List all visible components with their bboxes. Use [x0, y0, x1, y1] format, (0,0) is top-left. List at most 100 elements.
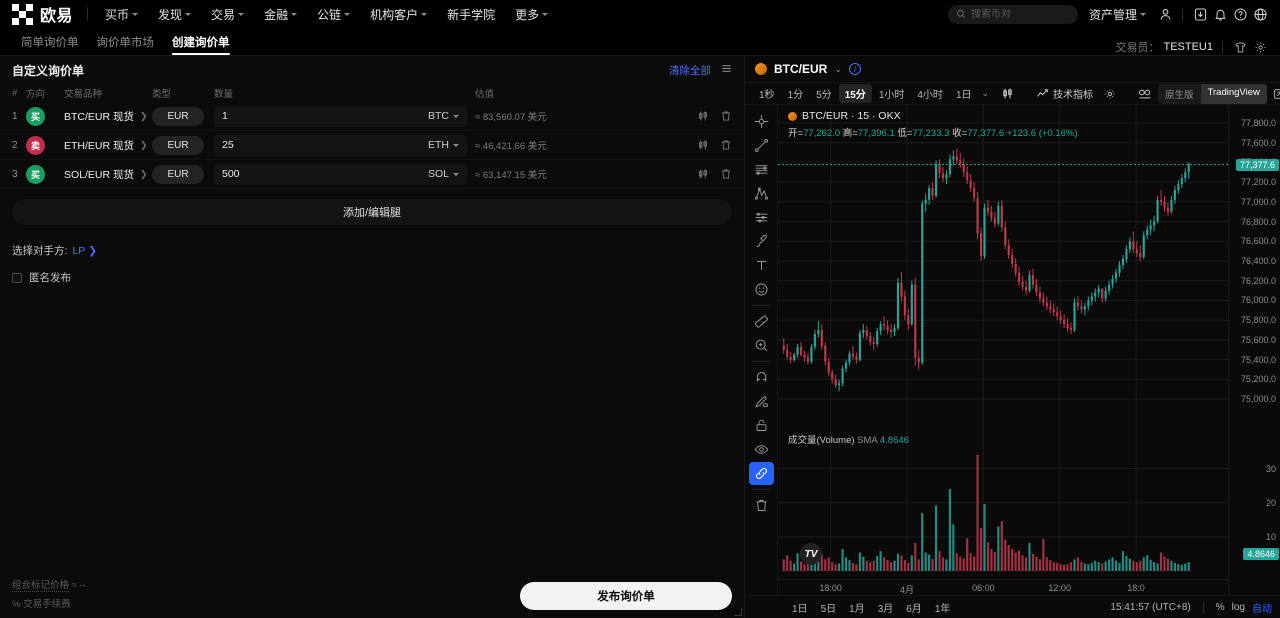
- timeframe-1m[interactable]: 1分: [787, 90, 804, 101]
- quantity-field[interactable]: BTC: [214, 105, 467, 127]
- compare-icon[interactable]: [1133, 86, 1157, 102]
- quantity-unit-selector[interactable]: ETH: [422, 139, 459, 151]
- publish-rfq-button[interactable]: 发布询价单: [520, 582, 732, 610]
- quantity-input[interactable]: [222, 168, 422, 180]
- tab-rfq-market[interactable]: 询价单市场: [88, 28, 164, 55]
- quantity-unit-selector[interactable]: SOL: [422, 168, 459, 180]
- quantity-input[interactable]: [222, 139, 422, 151]
- candlestick-icon[interactable]: [697, 168, 709, 180]
- trash-icon[interactable]: [749, 494, 774, 517]
- fullscreen-icon[interactable]: [1271, 86, 1280, 102]
- instrument-selector[interactable]: BTC/EUR 现货 ❯: [64, 109, 152, 124]
- gear-icon[interactable]: [1252, 39, 1268, 55]
- instrument-selector[interactable]: ETH/EUR 现货 ❯: [64, 138, 152, 153]
- eye-icon[interactable]: [749, 438, 774, 461]
- clear-all-button[interactable]: 清除全部: [669, 64, 711, 77]
- range-5d[interactable]: 5日: [820, 603, 837, 615]
- candlestick-icon[interactable]: [697, 110, 709, 122]
- nav-item-finance[interactable]: 金融: [255, 2, 306, 27]
- anonymous-checkbox[interactable]: [12, 272, 22, 283]
- timeframe-5m[interactable]: 5分: [816, 90, 832, 101]
- text-icon[interactable]: [749, 254, 774, 277]
- search-input[interactable]: [970, 8, 1070, 20]
- view-mode-native[interactable]: 原生版: [1165, 89, 1194, 101]
- counterparty-selector[interactable]: LP ❯: [72, 245, 97, 257]
- gear-icon[interactable]: [1099, 86, 1121, 102]
- tshirt-icon[interactable]: [1232, 39, 1248, 55]
- list-menu-icon[interactable]: [721, 63, 732, 77]
- nav-item-institutional[interactable]: 机构客户: [361, 2, 436, 27]
- tab-create-rfq[interactable]: 创建询价单: [163, 28, 239, 55]
- candlestick-icon[interactable]: [697, 139, 709, 151]
- nav-item-more[interactable]: 更多: [506, 2, 557, 27]
- asset-management-menu[interactable]: 资产管理: [1082, 2, 1153, 27]
- timeframe-1s[interactable]: 1秒: [759, 90, 775, 101]
- range-3mo[interactable]: 3月: [877, 603, 894, 615]
- time-axis[interactable]: 18:00 4月 06:00 12:00 18:0: [778, 579, 1228, 595]
- chevron-down-icon[interactable]: ⌄: [981, 88, 990, 98]
- user-icon[interactable]: [1157, 6, 1173, 22]
- auto-scale-toggle[interactable]: 自动: [1252, 603, 1272, 615]
- delete-row-icon[interactable]: [720, 168, 732, 180]
- help-icon[interactable]: [1232, 6, 1248, 22]
- crosshair-icon[interactable]: [749, 110, 774, 133]
- type-pill[interactable]: EUR: [152, 136, 204, 155]
- tab-simple-rfq[interactable]: 简单询价单: [12, 28, 88, 55]
- delete-row-icon[interactable]: [720, 139, 732, 151]
- range-1y[interactable]: 1年: [934, 603, 951, 615]
- tradingview-badge[interactable]: TV: [800, 543, 822, 565]
- indicators-button[interactable]: 技术指标: [1031, 84, 1098, 103]
- log-scale-toggle[interactable]: log: [1231, 601, 1245, 613]
- resize-grip[interactable]: [734, 608, 742, 616]
- nav-item-chain[interactable]: 公链: [308, 2, 359, 27]
- nav-item-academy[interactable]: 新手学院: [438, 2, 504, 27]
- quantity-field[interactable]: ETH: [214, 134, 467, 156]
- link-icon[interactable]: [748, 462, 774, 485]
- range-1mo[interactable]: 1月: [849, 603, 865, 615]
- fib-pattern-icon[interactable]: [749, 182, 774, 205]
- zoom-in-icon[interactable]: [749, 334, 774, 357]
- add-edit-leg-button[interactable]: 添加/编辑腿: [12, 199, 732, 225]
- lock-icon[interactable]: [749, 414, 774, 437]
- timeframe-1d[interactable]: 1日: [955, 90, 972, 101]
- ruler-icon[interactable]: [749, 310, 774, 333]
- quantity-field[interactable]: SOL: [214, 163, 467, 185]
- info-icon[interactable]: i: [848, 63, 861, 75]
- nav-item-discover[interactable]: 发现: [149, 2, 200, 27]
- magnet-icon[interactable]: [749, 366, 774, 389]
- pen-lock-icon[interactable]: [749, 390, 774, 413]
- emoji-icon[interactable]: [749, 278, 774, 301]
- instrument-selector[interactable]: SOL/EUR 现货 ❯: [64, 167, 152, 182]
- range-1d[interactable]: 1日: [792, 603, 808, 615]
- brush-icon[interactable]: [749, 230, 774, 253]
- globe-icon[interactable]: [1252, 6, 1268, 22]
- brand-logo[interactable]: 欧易: [12, 2, 85, 26]
- timeframe-1h[interactable]: 1小时: [878, 90, 905, 101]
- candle-type-icon[interactable]: [996, 85, 1019, 102]
- trendline-icon[interactable]: [749, 134, 774, 157]
- drawing-toolbar: [745, 105, 778, 595]
- side-toggle-buy[interactable]: 买: [26, 164, 45, 184]
- nav-item-buy-crypto[interactable]: 买币: [96, 2, 147, 27]
- nav-item-trade[interactable]: 交易: [202, 2, 253, 27]
- percent-scale-toggle[interactable]: %: [1215, 601, 1225, 613]
- type-pill[interactable]: EUR: [152, 165, 204, 184]
- timeframe-4h[interactable]: 4小时: [917, 90, 943, 101]
- range-6mo[interactable]: 6月: [906, 603, 922, 615]
- chevron-down-icon[interactable]: ⌄: [834, 63, 842, 74]
- search-box[interactable]: [947, 4, 1078, 24]
- side-toggle-buy[interactable]: 买: [26, 106, 45, 126]
- quantity-input[interactable]: [222, 110, 422, 122]
- quantity-unit-selector[interactable]: BTC: [422, 110, 459, 122]
- timeframe-15m[interactable]: 15分: [838, 84, 872, 103]
- horizontal-lines-icon[interactable]: [749, 158, 774, 181]
- side-toggle-sell[interactable]: 卖: [26, 135, 45, 155]
- download-icon[interactable]: [1192, 6, 1208, 22]
- chart-canvas-area[interactable]: BTC/EUR · 15 · OKX 开=77,262.0 高=77,396.1…: [778, 105, 1280, 595]
- price-axis[interactable]: 77,800.077,600.077,400.077,200.077,000.0…: [1228, 105, 1280, 595]
- delete-row-icon[interactable]: [720, 110, 732, 122]
- view-mode-tradingview[interactable]: TradingView: [1200, 83, 1267, 104]
- type-pill[interactable]: EUR: [152, 107, 204, 126]
- bell-icon[interactable]: [1212, 6, 1228, 22]
- fib-retracement-icon[interactable]: [749, 206, 774, 229]
